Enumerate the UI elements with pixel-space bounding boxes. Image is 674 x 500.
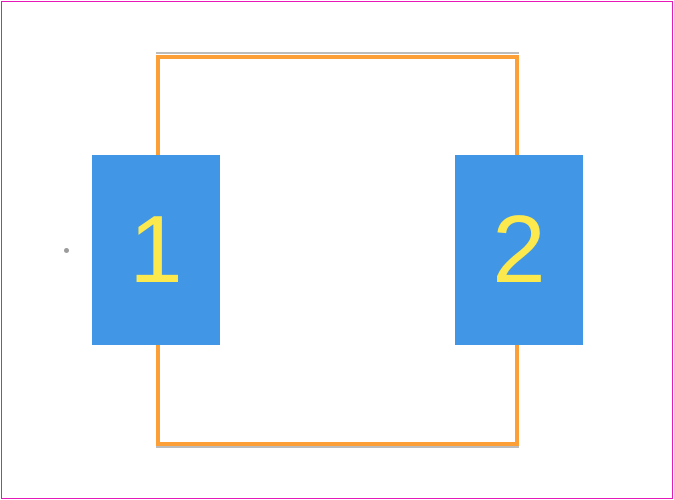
body-bottom-outer-line [156, 446, 519, 448]
body-top-outer-line [156, 52, 519, 54]
pad-2-label: 2 [492, 195, 545, 305]
pad-2: 2 [455, 155, 583, 345]
pin1-marker-dot [64, 248, 69, 253]
pad-1-label: 1 [129, 195, 182, 305]
pad-1: 1 [92, 155, 220, 345]
body-top-inner-line [156, 55, 519, 59]
